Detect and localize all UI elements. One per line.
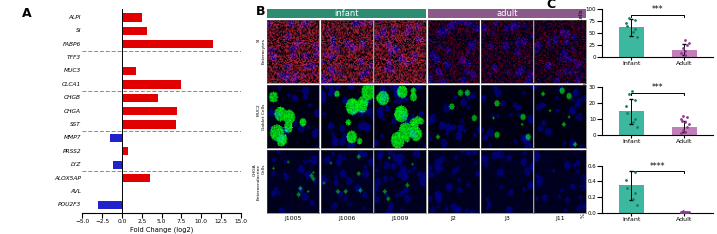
Text: MUC2
Goblet Cells: MUC2 Goblet Cells: [257, 103, 265, 130]
Text: B: B: [256, 5, 266, 18]
Point: [626, 89, 637, 92]
Point: [675, 117, 687, 121]
Point: [676, 119, 688, 122]
X-axis label: J1009: J1009: [391, 216, 409, 221]
Point: [627, 30, 639, 34]
Point: [680, 120, 691, 124]
Point: [630, 18, 641, 22]
Point: [631, 203, 642, 207]
Point: [627, 197, 639, 201]
Text: ***: ***: [652, 84, 664, 92]
Bar: [122, 94, 158, 102]
Y-axis label: % SI Positive Cells: % SI Positive Cells: [579, 9, 584, 57]
Point: [683, 210, 694, 214]
Bar: [122, 107, 177, 115]
Point: [623, 16, 635, 20]
X-axis label: J3: J3: [504, 216, 510, 221]
Text: C: C: [546, 0, 556, 11]
Point: [621, 111, 632, 115]
Bar: [122, 120, 176, 129]
Text: CHGA
Enteroendocrine
Cells: CHGA Enteroendocrine Cells: [252, 164, 265, 200]
Text: ***: ***: [652, 5, 664, 14]
Bar: [619, 111, 644, 135]
Point: [679, 211, 690, 215]
X-axis label: J2: J2: [450, 216, 457, 221]
Point: [681, 43, 693, 47]
Bar: [110, 134, 122, 142]
Point: [621, 24, 632, 28]
Bar: [122, 174, 150, 182]
Text: adult: adult: [496, 9, 518, 18]
Point: [681, 211, 693, 214]
Point: [676, 210, 688, 214]
Point: [626, 157, 637, 161]
Text: A: A: [22, 7, 32, 20]
Point: [679, 53, 690, 57]
Point: [630, 98, 641, 102]
Point: [631, 125, 642, 129]
Point: [675, 211, 687, 215]
Point: [630, 170, 641, 174]
Point: [680, 210, 691, 214]
Bar: [122, 80, 181, 88]
Point: [678, 128, 689, 132]
Bar: [619, 185, 644, 213]
Bar: [672, 127, 697, 135]
Point: [679, 130, 690, 134]
Point: [683, 122, 694, 126]
Bar: [672, 212, 697, 213]
Point: [623, 92, 635, 96]
Point: [675, 210, 687, 214]
Point: [683, 41, 694, 44]
Point: [629, 27, 640, 31]
Point: [681, 125, 693, 129]
Point: [675, 51, 687, 55]
Point: [621, 186, 632, 190]
Point: [680, 38, 691, 42]
Bar: [98, 201, 122, 209]
Point: [629, 117, 640, 121]
X-axis label: J11: J11: [556, 216, 565, 221]
Point: [681, 210, 693, 213]
Point: [678, 114, 689, 118]
Bar: [113, 161, 122, 169]
Text: ****: ****: [650, 162, 665, 171]
X-axis label: J1006: J1006: [338, 216, 356, 221]
Point: [675, 131, 687, 135]
Bar: [672, 50, 697, 57]
Point: [678, 46, 689, 50]
Point: [623, 162, 635, 166]
Point: [681, 116, 693, 119]
Point: [620, 178, 632, 182]
Bar: [122, 13, 142, 22]
Text: SI
Enterocytes: SI Enterocytes: [257, 38, 265, 64]
Bar: [122, 67, 136, 75]
Bar: [122, 27, 148, 35]
X-axis label: Fold Change (log2): Fold Change (log2): [130, 227, 194, 234]
Bar: [122, 40, 213, 48]
Point: [620, 105, 632, 108]
Point: [678, 209, 689, 213]
Point: [629, 191, 640, 195]
Point: [631, 35, 642, 39]
Y-axis label: % CHGA Positive Cells: % CHGA Positive Cells: [581, 160, 586, 218]
Y-axis label: % MUC2 Positive Cells: % MUC2 Positive Cells: [582, 82, 587, 140]
Point: [620, 21, 632, 25]
Point: [678, 211, 689, 214]
Point: [679, 49, 690, 53]
Point: [627, 120, 639, 124]
Bar: [619, 27, 644, 57]
Text: infant: infant: [335, 9, 359, 18]
X-axis label: J1005: J1005: [285, 216, 302, 221]
Bar: [122, 147, 128, 155]
